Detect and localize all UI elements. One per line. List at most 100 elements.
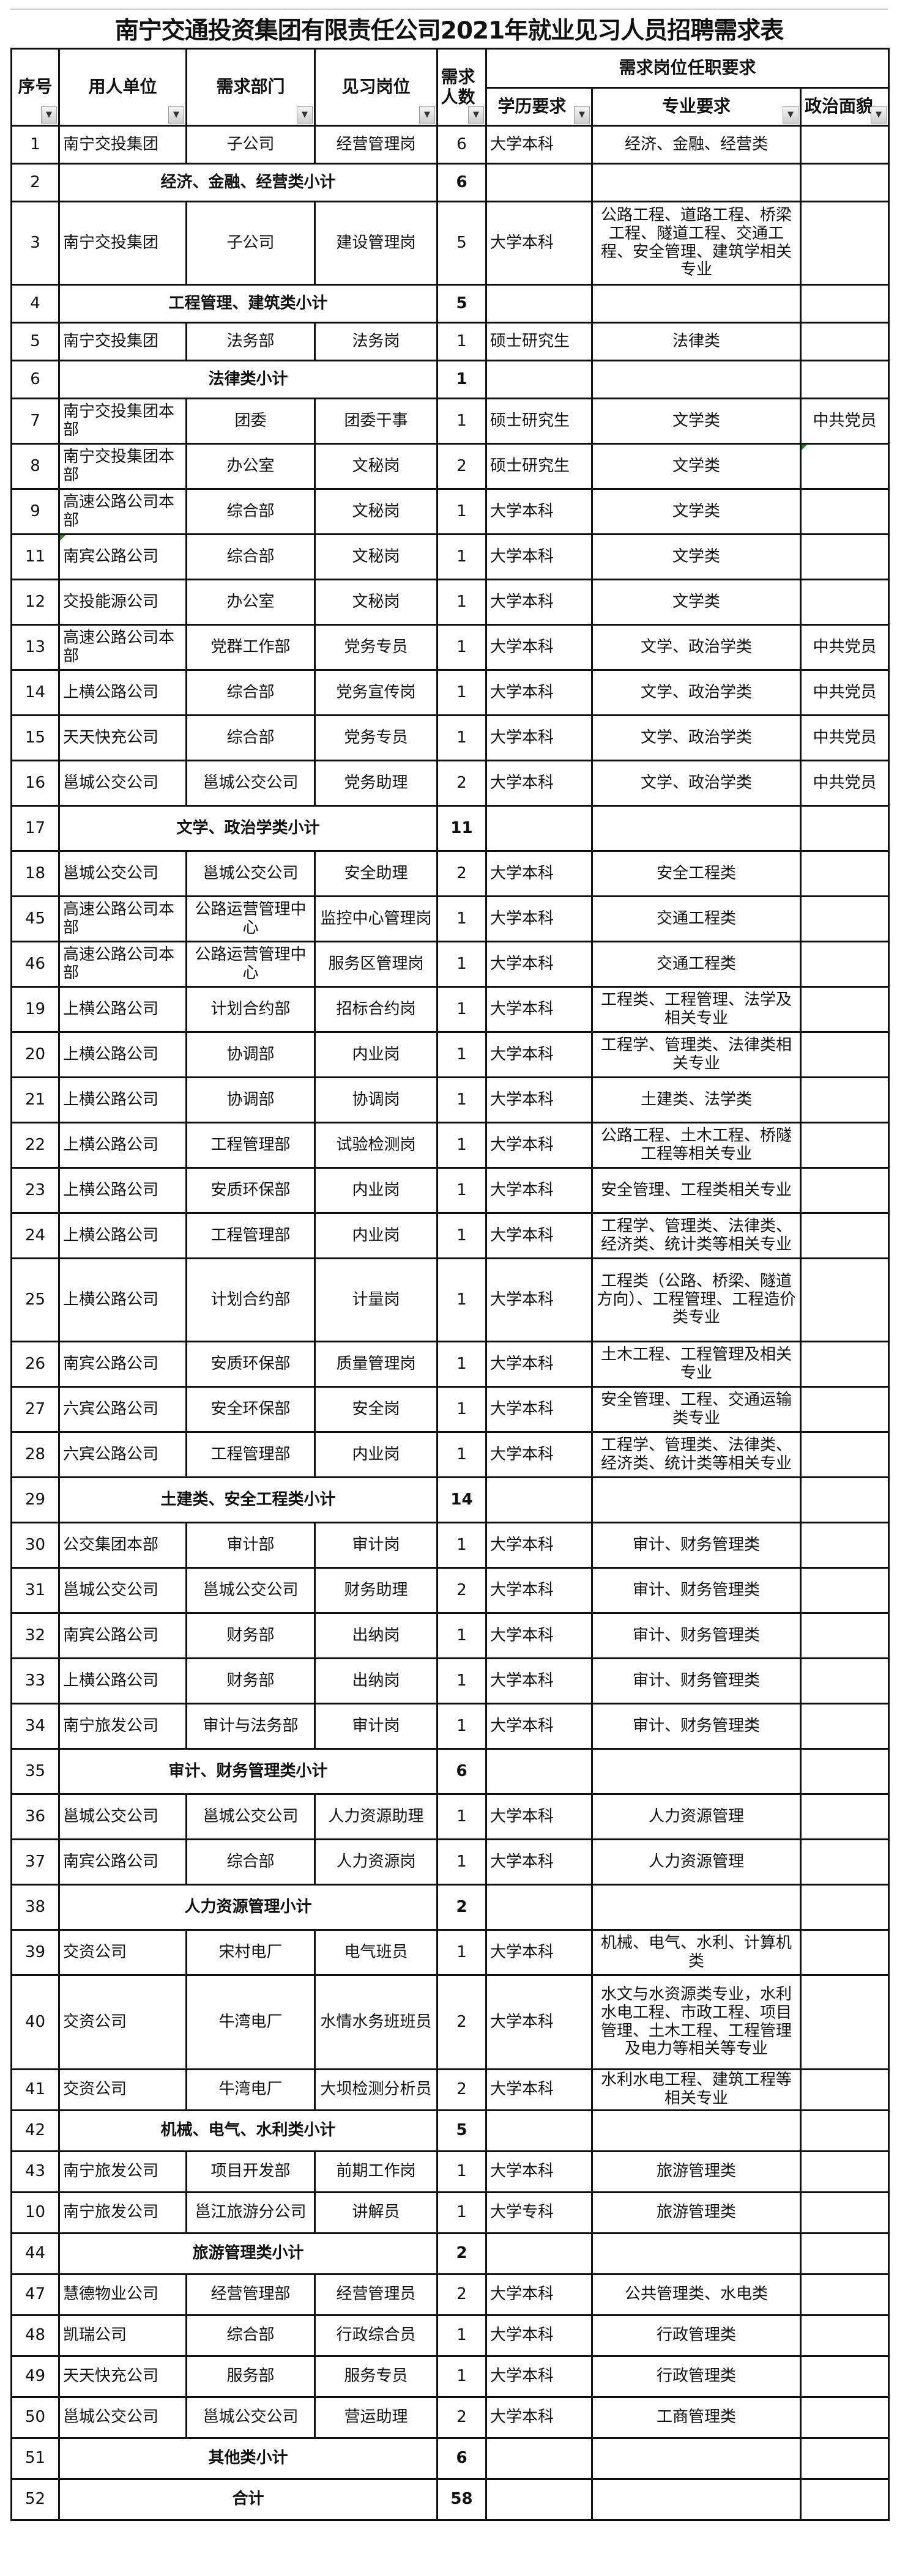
seq-cell[interactable]: 2 <box>10 163 60 202</box>
dept-cell[interactable]: 综合部 <box>185 488 316 535</box>
dept-cell[interactable]: 子公司 <box>185 125 316 165</box>
edu-cell[interactable]: 大学本科 <box>485 2150 593 2193</box>
subtotal-count-cell[interactable]: 6 <box>436 2437 487 2480</box>
seq-cell[interactable]: 15 <box>10 714 60 761</box>
politics-cell[interactable] <box>799 1076 890 1123</box>
subtotal-label-cell[interactable]: 其他类小计 <box>58 2437 438 2480</box>
post-cell[interactable]: 行政综合员 <box>314 2314 438 2357</box>
dept-cell[interactable]: 计划合约部 <box>185 1257 316 1342</box>
unit-cell[interactable]: 交资公司 <box>58 1929 187 1976</box>
count-cell[interactable]: 1 <box>436 2150 487 2193</box>
count-cell[interactable]: 2 <box>436 850 487 897</box>
count-cell[interactable]: 2 <box>436 2068 487 2111</box>
edu-cell[interactable]: 大学本科 <box>485 1341 593 1388</box>
seq-cell[interactable]: 30 <box>10 1522 60 1569</box>
major-cell[interactable]: 文学、政治学类 <box>591 714 802 761</box>
post-cell[interactable]: 前期工作岗 <box>314 2150 438 2193</box>
politics-cell[interactable] <box>799 1212 890 1259</box>
politics-cell[interactable] <box>799 986 890 1033</box>
edu-cell[interactable]: 大学本科 <box>485 1212 593 1259</box>
politics-cell[interactable] <box>799 533 890 580</box>
unit-cell[interactable]: 公交集团本部 <box>58 1522 187 1569</box>
post-cell[interactable]: 内业岗 <box>314 1212 438 1259</box>
seq-cell[interactable]: 44 <box>10 2232 60 2275</box>
post-cell[interactable]: 人力资源岗 <box>314 1838 438 1886</box>
subtotal-count-cell[interactable]: 2 <box>436 1884 487 1931</box>
politics-cell[interactable] <box>799 2068 890 2111</box>
major-cell[interactable]: 旅游管理类 <box>591 2150 802 2193</box>
dept-cell[interactable]: 邕城公交公司 <box>185 2396 316 2439</box>
dept-cell[interactable]: 子公司 <box>185 201 316 286</box>
seq-cell[interactable]: 19 <box>10 986 60 1033</box>
unit-cell[interactable]: 交资公司 <box>58 2068 187 2111</box>
unit-cell[interactable]: 六宾公路公司 <box>58 1431 187 1478</box>
edu-cell[interactable]: 大学本科 <box>485 1031 593 1078</box>
seq-cell[interactable]: 11 <box>10 533 60 580</box>
seq-cell[interactable]: 12 <box>10 579 60 626</box>
unit-cell[interactable]: 南宁交投集团本部 <box>58 443 187 490</box>
seq-cell[interactable]: 7 <box>10 398 60 445</box>
subtotal-count-cell[interactable]: 14 <box>436 1476 487 1523</box>
unit-cell[interactable]: 六宾公路公司 <box>58 1386 187 1433</box>
post-cell[interactable]: 党务专员 <box>314 714 438 761</box>
post-cell[interactable]: 内业岗 <box>314 1431 438 1478</box>
edu-cell[interactable]: 大学本科 <box>485 488 593 535</box>
edu-cell[interactable]: 大学本科 <box>485 201 593 286</box>
empty-cell[interactable] <box>485 2478 593 2521</box>
edu-cell[interactable]: 大学本科 <box>485 2355 593 2398</box>
edu-cell[interactable]: 大学本科 <box>485 1612 593 1659</box>
unit-cell[interactable]: 邕城公交公司 <box>58 1567 187 1614</box>
major-cell[interactable]: 工程学、管理类、法律类相关专业 <box>591 1031 802 1078</box>
seq-cell[interactable]: 24 <box>10 1212 60 1259</box>
empty-cell[interactable] <box>485 2109 593 2152</box>
dept-cell[interactable]: 工程管理部 <box>185 1212 316 1259</box>
seq-cell[interactable]: 16 <box>10 760 60 807</box>
major-cell[interactable]: 工程学、管理类、法律类、经济类、统计类等相关专业 <box>591 1431 802 1478</box>
seq-cell[interactable]: 52 <box>10 2478 60 2521</box>
seq-cell[interactable]: 18 <box>10 850 60 897</box>
major-cell[interactable]: 水文与水资源类专业，水利水电工程、市政工程、项目管理、土木工程、工程管理及电力等… <box>591 1974 802 2070</box>
edu-cell[interactable]: 大学本科 <box>485 760 593 807</box>
empty-cell[interactable] <box>591 163 802 202</box>
major-cell[interactable]: 行政管理类 <box>591 2314 802 2357</box>
politics-cell[interactable] <box>799 850 890 897</box>
subtotal-count-cell[interactable]: 5 <box>436 2109 487 2152</box>
empty-cell[interactable] <box>485 805 593 852</box>
subtotal-label-cell[interactable]: 经济、金融、经营类小计 <box>58 163 438 202</box>
post-cell[interactable]: 协调岗 <box>314 1076 438 1123</box>
dept-cell[interactable]: 安全环保部 <box>185 1386 316 1433</box>
count-cell[interactable]: 2 <box>436 760 487 807</box>
edu-cell[interactable]: 大学本科 <box>485 1929 593 1976</box>
edu-cell[interactable]: 大学本科 <box>485 1122 593 1169</box>
unit-cell[interactable]: 南宾公路公司 <box>58 1838 187 1886</box>
edu-cell[interactable]: 大学本科 <box>485 1793 593 1840</box>
post-cell[interactable]: 招标合约岗 <box>314 986 438 1033</box>
edu-cell[interactable]: 大学本科 <box>485 1657 593 1704</box>
post-cell[interactable]: 服务区管理岗 <box>314 941 438 988</box>
major-cell[interactable]: 安全管理、工程类相关专业 <box>591 1167 802 1214</box>
major-cell[interactable]: 审计、财务管理类 <box>591 1612 802 1659</box>
dept-cell[interactable]: 协调部 <box>185 1076 316 1123</box>
seq-cell[interactable]: 23 <box>10 1167 60 1214</box>
politics-cell[interactable]: 中共党员 <box>799 760 890 807</box>
politics-cell[interactable] <box>799 1167 890 1214</box>
edu-cell[interactable]: 大学本科 <box>485 2273 593 2316</box>
edu-cell[interactable]: 大学本科 <box>485 125 593 165</box>
politics-cell[interactable] <box>799 1703 890 1750</box>
post-cell[interactable]: 法务岗 <box>314 322 438 361</box>
seq-cell[interactable]: 40 <box>10 1974 60 2070</box>
unit-cell[interactable]: 南宁交投集团本部 <box>58 398 187 445</box>
filter-dropdown-icon[interactable]: ▼ <box>574 106 590 124</box>
dept-cell[interactable]: 审计部 <box>185 1522 316 1569</box>
unit-cell[interactable]: 上横公路公司 <box>58 1076 187 1123</box>
dept-cell[interactable]: 牛湾电厂 <box>185 2068 316 2111</box>
major-cell[interactable]: 审计、财务管理类 <box>591 1522 802 1569</box>
post-cell[interactable]: 文秘岗 <box>314 443 438 490</box>
edu-cell[interactable]: 大学本科 <box>485 895 593 942</box>
post-cell[interactable]: 大坝检测分析员 <box>314 2068 438 2111</box>
filter-dropdown-icon[interactable]: ▼ <box>41 106 57 124</box>
edu-cell[interactable]: 大学本科 <box>485 941 593 988</box>
major-cell[interactable]: 文学类 <box>591 533 802 580</box>
major-cell[interactable]: 行政管理类 <box>591 2355 802 2398</box>
edu-cell[interactable]: 大学本科 <box>485 2396 593 2439</box>
